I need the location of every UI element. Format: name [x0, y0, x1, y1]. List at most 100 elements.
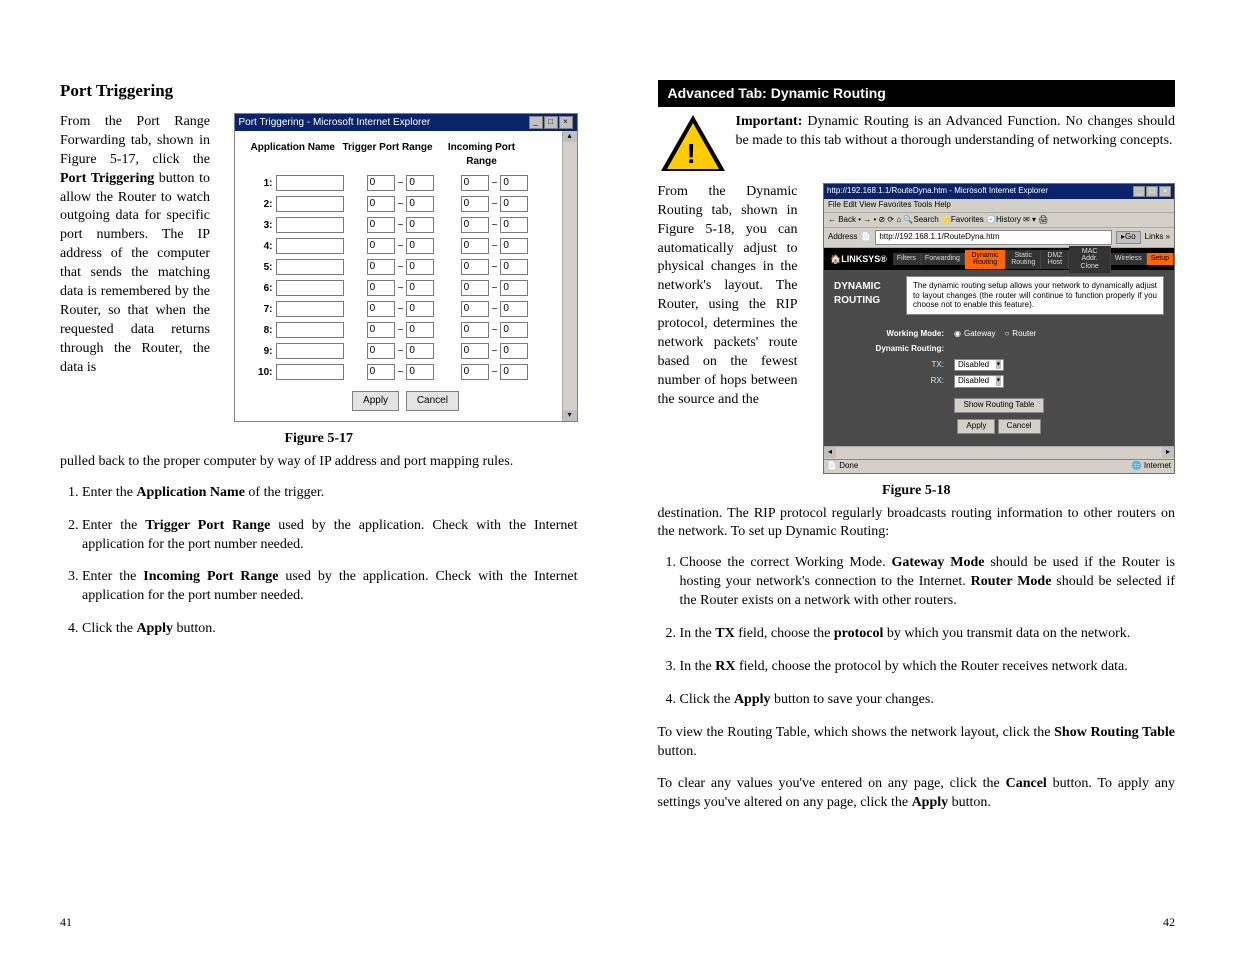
important-row: ! Important: Dynamic Routing is an Advan… [658, 113, 1176, 175]
close-icon[interactable]: × [559, 116, 573, 129]
dr-tabs: 🏠 LINKSYS® Filters Forwarding Dynamic Ro… [824, 248, 1174, 270]
app-name-input[interactable] [276, 259, 344, 275]
inc-from[interactable]: 0 [461, 259, 489, 275]
inc-from[interactable]: 0 [461, 238, 489, 254]
sep: ~ [492, 345, 498, 359]
trg-from[interactable]: 0 [367, 343, 395, 359]
trg-from[interactable]: 0 [367, 175, 395, 191]
t1a: To view the Routing Table, which shows t… [658, 725, 1055, 740]
inc-from[interactable]: 0 [461, 175, 489, 191]
trg-from[interactable]: 0 [367, 301, 395, 317]
url-field[interactable]: http://192.168.1.1/RouteDyna.htm [875, 230, 1112, 245]
inc-from[interactable]: 0 [461, 196, 489, 212]
trg-to[interactable]: 0 [406, 217, 434, 233]
dr-menubar[interactable]: File Edit View Favorites Tools Help [824, 199, 1174, 213]
tx-select[interactable]: Disabled [954, 359, 1004, 372]
trg-to[interactable]: 0 [406, 175, 434, 191]
inc-from[interactable]: 0 [461, 301, 489, 317]
rx-select[interactable]: Disabled [954, 375, 1004, 388]
app-name-input[interactable] [276, 343, 344, 359]
apply-button[interactable]: Apply [957, 419, 995, 434]
r2b: TX [715, 626, 734, 641]
go-button[interactable]: ▸Go [1116, 231, 1141, 244]
h-scrollbar[interactable] [824, 446, 1174, 459]
app-name-input[interactable] [276, 196, 344, 212]
app-name-input[interactable] [276, 364, 344, 380]
sep: ~ [492, 198, 498, 212]
trg-from[interactable]: 0 [367, 196, 395, 212]
para1-a: From the Port Range Forwarding tab, show… [60, 114, 210, 167]
trg-from[interactable]: 0 [367, 259, 395, 275]
inc-to[interactable]: 0 [500, 343, 528, 359]
inc-from[interactable]: 0 [461, 217, 489, 233]
inc-to[interactable]: 0 [500, 322, 528, 338]
max-icon[interactable]: □ [544, 116, 558, 129]
tab-filters[interactable]: Filters [893, 253, 921, 265]
max-icon[interactable]: □ [1146, 186, 1158, 197]
app-name-input[interactable] [276, 301, 344, 317]
inc-to[interactable]: 0 [500, 259, 528, 275]
scrollbar[interactable] [562, 131, 577, 421]
tab-setup[interactable]: Setup [1147, 253, 1174, 265]
trg-to[interactable]: 0 [406, 301, 434, 317]
cancel-button[interactable]: Cancel [406, 391, 459, 411]
tab-mac-clone[interactable]: MAC Addr. Clone [1069, 246, 1110, 273]
links-label[interactable]: Links » [1145, 232, 1170, 243]
tab-dynamic-routing[interactable]: Dynamic Routing [965, 250, 1006, 269]
min-icon[interactable]: _ [529, 116, 543, 129]
s3a: Enter the [82, 569, 143, 584]
pt-row: 3:0~00~0 [251, 216, 561, 234]
inc-to[interactable]: 0 [500, 196, 528, 212]
panel-heading: DYNAMIC ROUTING [834, 276, 906, 307]
figure-5-17-caption: Figure 5-17 [60, 430, 578, 449]
trg-to[interactable]: 0 [406, 322, 434, 338]
inc-to[interactable]: 0 [500, 217, 528, 233]
dynamic-routing-label: Dynamic Routing: [834, 344, 954, 355]
min-icon[interactable]: _ [1133, 186, 1145, 197]
tab-dmz-host[interactable]: DMZ Host [1041, 250, 1069, 269]
trg-to[interactable]: 0 [406, 280, 434, 296]
inc-from[interactable]: 0 [461, 280, 489, 296]
figure-5-18-window: http://192.168.1.1/RouteDyna.htm - Micro… [823, 183, 1175, 474]
inc-to[interactable]: 0 [500, 175, 528, 191]
radio-router[interactable]: ○ [1004, 329, 1009, 338]
trg-to[interactable]: 0 [406, 259, 434, 275]
app-name-input[interactable] [276, 280, 344, 296]
inc-to[interactable]: 0 [500, 280, 528, 296]
tab-wireless[interactable]: Wireless [1111, 253, 1147, 265]
radio-gateway[interactable]: ◉ [954, 329, 961, 338]
apply-button[interactable]: Apply [352, 391, 399, 411]
close-icon[interactable]: × [1159, 186, 1171, 197]
tab-static-routing[interactable]: Static Routing [1006, 250, 1041, 269]
sep: ~ [492, 219, 498, 233]
trg-from[interactable]: 0 [367, 217, 395, 233]
inc-to[interactable]: 0 [500, 301, 528, 317]
trg-from[interactable]: 0 [367, 322, 395, 338]
inc-to[interactable]: 0 [500, 364, 528, 380]
cancel-button[interactable]: Cancel [998, 419, 1041, 434]
trg-from[interactable]: 0 [367, 280, 395, 296]
trg-to[interactable]: 0 [406, 364, 434, 380]
inc-to[interactable]: 0 [500, 238, 528, 254]
t2d: Apply [912, 795, 949, 810]
app-name-input[interactable] [276, 322, 344, 338]
go-text: Go [1125, 232, 1136, 241]
show-routing-table-button[interactable]: Show Routing Table [954, 398, 1043, 413]
pt-row: 2:0~00~0 [251, 195, 561, 213]
inc-from[interactable]: 0 [461, 322, 489, 338]
app-name-input[interactable] [276, 217, 344, 233]
sep: ~ [398, 261, 404, 275]
tab-forwarding[interactable]: Forwarding [921, 253, 965, 265]
app-name-input[interactable] [276, 175, 344, 191]
inc-from[interactable]: 0 [461, 364, 489, 380]
trg-to[interactable]: 0 [406, 238, 434, 254]
trg-to[interactable]: 0 [406, 343, 434, 359]
dr-toolbar[interactable]: ← Back • → • ⊘ ⟳ ⌂ 🔍Search ⭐Favorites 🕘H… [824, 213, 1174, 229]
sep: ~ [492, 240, 498, 254]
trg-from[interactable]: 0 [367, 364, 395, 380]
app-name-input[interactable] [276, 238, 344, 254]
inc-from[interactable]: 0 [461, 343, 489, 359]
trg-to[interactable]: 0 [406, 196, 434, 212]
r1b: Gateway Mode [891, 555, 984, 570]
trg-from[interactable]: 0 [367, 238, 395, 254]
